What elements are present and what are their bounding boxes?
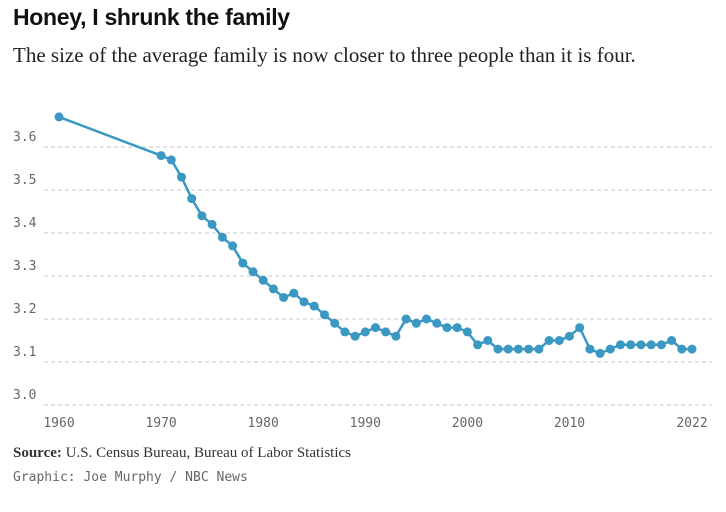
data-point xyxy=(656,340,666,350)
y-axis-labels: 3.0 3.1 3.2 3.3 3.4 3.5 3.6 xyxy=(13,130,37,403)
data-point xyxy=(493,344,503,354)
x-tick-label: 1980 xyxy=(248,416,279,430)
x-axis-labels: 1960 1970 1980 1990 2000 2010 2022 xyxy=(43,416,707,430)
y-tick-label: 3.4 xyxy=(13,216,37,231)
data-point xyxy=(177,172,186,182)
data-point xyxy=(258,275,268,285)
graphic-credit: Graphic: Joe Murphy / NBC News xyxy=(13,470,248,485)
data-point xyxy=(299,297,309,307)
data-point xyxy=(340,327,350,337)
data-point xyxy=(330,318,340,328)
data-point xyxy=(54,112,64,122)
data-point xyxy=(228,241,238,251)
data-point xyxy=(391,331,401,341)
data-point xyxy=(462,327,472,337)
source-note: Source: U.S. Census Bureau, Bureau of La… xyxy=(13,445,351,462)
x-tick-label: 1960 xyxy=(43,416,74,430)
data-point xyxy=(646,340,656,350)
data-point xyxy=(667,336,677,345)
data-point xyxy=(401,314,411,324)
x-tick-label: 2022 xyxy=(676,416,707,430)
data-point xyxy=(616,340,625,350)
data-point xyxy=(605,344,615,354)
x-tick-label: 2010 xyxy=(554,416,585,430)
y-tick-label: 3.6 xyxy=(13,130,36,145)
data-point xyxy=(565,331,574,341)
data-point xyxy=(248,267,258,277)
data-point xyxy=(677,344,687,354)
data-point xyxy=(197,211,207,221)
data-point xyxy=(595,348,605,358)
data-point xyxy=(207,219,217,229)
data-point xyxy=(166,155,176,165)
data-point xyxy=(636,340,646,350)
source-text: U.S. Census Bureau, Bureau of Labor Stat… xyxy=(65,445,352,461)
data-point xyxy=(503,344,513,354)
chart-title: Honey, I shrunk the family xyxy=(13,4,290,30)
data-point xyxy=(411,318,421,328)
data-point xyxy=(544,336,554,345)
data-point xyxy=(381,327,391,337)
series-line xyxy=(58,115,692,355)
data-point xyxy=(350,331,360,341)
source-label: Source: xyxy=(13,445,62,461)
data-point xyxy=(575,323,585,333)
x-tick-label: 1990 xyxy=(350,416,381,430)
data-point xyxy=(452,323,462,333)
data-point xyxy=(320,310,329,320)
data-point xyxy=(524,344,534,354)
data-point xyxy=(156,151,166,161)
data-point xyxy=(217,232,227,242)
data-point xyxy=(626,340,636,350)
y-tick-label: 3.3 xyxy=(13,259,36,274)
data-point xyxy=(371,323,380,333)
data-point xyxy=(289,288,299,298)
data-point xyxy=(442,323,452,333)
grid-lines xyxy=(44,146,712,406)
x-tick-label: 1970 xyxy=(145,416,176,430)
data-point xyxy=(554,336,564,345)
data-point xyxy=(483,336,493,345)
data-point xyxy=(513,344,523,354)
x-tick-label: 2000 xyxy=(452,416,483,430)
data-point xyxy=(585,344,595,354)
data-point xyxy=(534,344,544,354)
data-point xyxy=(473,340,483,350)
y-tick-label: 3.0 xyxy=(13,388,36,403)
data-point xyxy=(187,194,197,204)
data-point xyxy=(432,318,442,328)
data-points xyxy=(54,112,697,358)
y-tick-label: 3.2 xyxy=(13,302,36,317)
line-chart: 3.0 3.1 3.2 3.3 3.4 3.5 3.6 1960 1970 1980 1990 20… xyxy=(13,112,712,430)
data-point xyxy=(360,327,370,337)
data-point xyxy=(422,314,431,324)
data-point xyxy=(268,284,278,294)
data-point xyxy=(238,258,248,268)
data-point xyxy=(279,293,289,302)
y-tick-label: 3.1 xyxy=(13,345,36,360)
data-point xyxy=(687,344,697,354)
data-point xyxy=(309,301,319,311)
y-tick-label: 3.5 xyxy=(13,173,36,188)
chart-subtitle: The size of the average family is now cl… xyxy=(13,43,636,67)
